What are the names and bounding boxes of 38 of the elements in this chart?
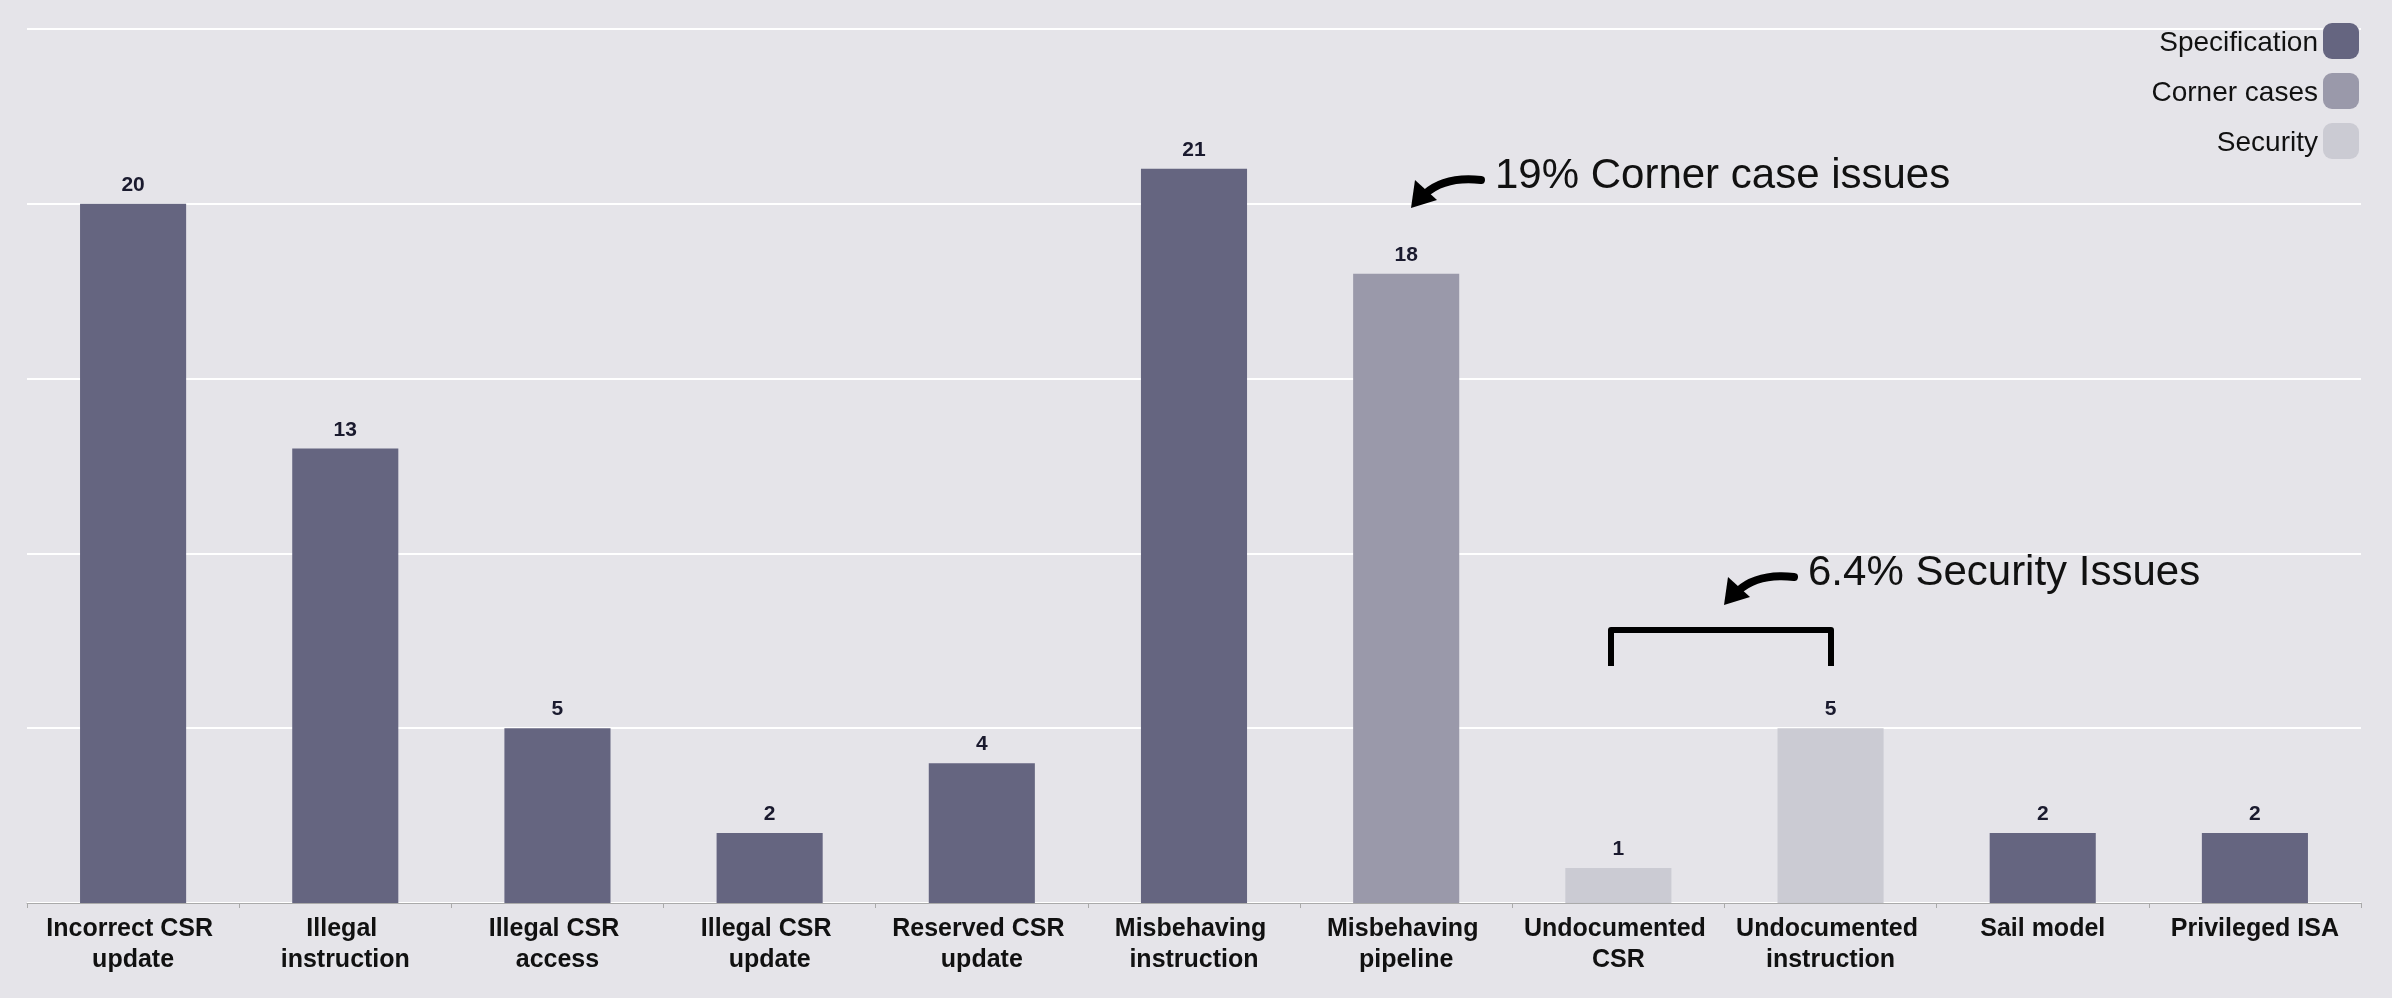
data-label: 2 xyxy=(763,801,776,825)
data-label: 5 xyxy=(551,696,564,720)
x-tick-label: Undocumented CSR xyxy=(1523,912,1713,972)
x-tick-label: Misbehaving pipeline xyxy=(1326,912,1486,972)
legend-label: Security xyxy=(2216,125,2318,157)
data-label: 1 xyxy=(1612,836,1625,860)
annotation: 6.4% Security Issues xyxy=(1808,547,2201,595)
data-label: 13 xyxy=(333,416,357,440)
x-tick-label: Illegal CSR access xyxy=(488,912,627,972)
bar xyxy=(80,203,187,903)
data-label: 4 xyxy=(975,731,988,755)
bar xyxy=(928,763,1035,903)
bar xyxy=(292,448,399,903)
legend-label: Specification xyxy=(2159,25,2318,57)
annotation: 19% Corner case issues xyxy=(1495,150,1951,198)
data-label: 5 xyxy=(1824,696,1837,720)
data-label: 2 xyxy=(2036,801,2049,825)
x-tick-label: Privileged ISA xyxy=(2170,912,2339,941)
bar xyxy=(1989,833,2096,903)
x-tick-label: Illegal instruction xyxy=(280,912,410,972)
bar xyxy=(1565,868,1672,903)
data-label: 20 xyxy=(121,171,145,195)
x-tick-label: Misbehaving instruction xyxy=(1114,912,1274,972)
x-tick-label: Incorrect CSR update xyxy=(46,912,220,972)
data-label: 18 xyxy=(1394,241,1419,265)
bar xyxy=(716,833,823,903)
x-tick-label: Undocumented instruction xyxy=(1736,912,1925,972)
bar xyxy=(2201,833,2308,903)
x-tick-label: Reserved CSR update xyxy=(892,912,1072,972)
bar xyxy=(504,728,611,903)
data-label: 2 xyxy=(2249,801,2261,825)
bar xyxy=(1353,273,1460,903)
bar xyxy=(1777,728,1884,903)
x-tick-label: Illegal CSR update xyxy=(700,912,839,972)
x-tick-label: Sail model xyxy=(1980,912,2106,941)
bar xyxy=(1140,168,1248,903)
legend-label: Corner cases xyxy=(2151,75,2318,107)
data-label: 21 xyxy=(1182,136,1206,160)
